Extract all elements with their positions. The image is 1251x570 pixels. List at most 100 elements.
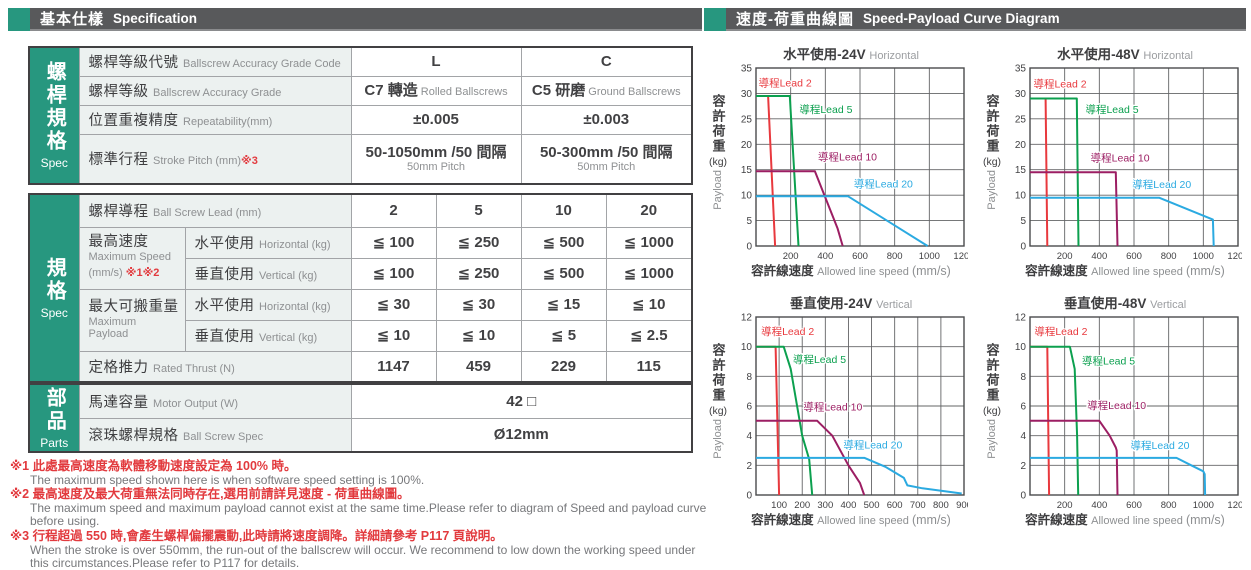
x-axis-caption-unit: (mm/s) [911, 513, 951, 527]
y-tick-label: 10 [1015, 342, 1027, 353]
row-label: 螺桿等級 Ballscrew Accuracy Grade [78, 75, 352, 106]
y-tick-label: 0 [1020, 242, 1026, 253]
row-label-cjk: 螺桿等級代號 [88, 55, 184, 72]
y-axis-unit: (kg) [708, 156, 728, 169]
value-cell: Ø12mm [350, 417, 693, 453]
row-label-cjk: 水平使用 [194, 298, 260, 314]
value-cell: ≦ 1000 [605, 226, 693, 259]
row-label-en: Vertical (kg) [259, 332, 318, 344]
value-main: ≦ 250 [457, 233, 500, 251]
value-main: ≦ 10 [461, 326, 496, 344]
group-parts-cjk: 部品 [43, 386, 66, 433]
value-cell: ≦ 100 [350, 257, 437, 290]
x-axis-caption-unit: (mm/s) [1185, 264, 1225, 278]
row-label-cjk: 垂直使用 [194, 267, 260, 283]
value-cell: ≦ 10 [350, 319, 437, 352]
table-row: 部品 Parts 馬達容量 Motor Output (W) 42 □ [28, 383, 693, 453]
x-tick-label: 100 [771, 500, 787, 511]
y-tick-label: 6 [1020, 402, 1026, 413]
row-label: 滾珠螺桿規格 Ball Screw Spec [78, 417, 352, 453]
series-label: 導程Lead 10 [1091, 152, 1150, 165]
series-label: 導程Lead 2 [759, 76, 812, 89]
row-label: 水平使用 Horizontal (kg) [184, 288, 352, 321]
chart-title-cjk: 水平使用-24V [783, 47, 870, 62]
y-axis-unit: (kg) [982, 156, 1002, 169]
series-label: 導程Lead 2 [1033, 77, 1086, 90]
x-axis-caption-en: Allowed line speed [1091, 515, 1186, 527]
value-main: Ø12mm [493, 426, 549, 444]
value-main: ±0.005 [413, 110, 459, 128]
value-sub: Ground Ballscrews [585, 85, 681, 98]
chart-horizontal-24v: 水平使用-24V Horizontal 容許荷重 (kg) Payload 200 400… [706, 46, 972, 281]
value-cell: C [520, 46, 693, 77]
row-label-cjk: 位置重複精度 [88, 113, 184, 129]
y-tick-label: 10 [1015, 191, 1027, 202]
value-cell: 50-300mm /50 間隔 50mm Pitch [520, 133, 693, 185]
value-cell: ≦ 250 [435, 257, 522, 290]
specification-title-cjk: 基本仕樣 [40, 11, 105, 28]
x-tick-label: 200 [794, 500, 810, 511]
y-tick-label: 0 [746, 242, 752, 253]
group-parts-content: 部品 Parts [30, 386, 78, 450]
x-axis-caption-en: Allowed line speed [817, 266, 912, 278]
x-axis-caption-en: Allowed line speed [817, 515, 912, 527]
parts-table-body: 部品 Parts 馬達容量 Motor Output (W) 42 □ 滾珠螺桿規格 B… [28, 383, 693, 453]
x-tick-label: 800 [933, 500, 949, 511]
table-row: 規格 Spec 螺桿導程 Ball Screw Lead (mm) 2 5 10 20 [28, 193, 693, 383]
x-axis-caption: 容許線速度 Allowed line speed (mm/s) [1004, 263, 1246, 281]
x-tick-label: 800 [887, 251, 903, 262]
table-row: 螺桿規格 Spec 螺桿等級代號 Ballscrew Accuracy Grade … [28, 46, 693, 185]
value-cell: ≦ 10 [605, 288, 693, 321]
value-cell: 10 [520, 193, 607, 228]
chart-vertical-48v: 垂直使用-48V Vertical 容許荷重 (kg) Payload 200 400 60… [980, 295, 1246, 530]
value-cell: 115 [605, 350, 693, 383]
value-main: ≦ 15 [546, 295, 581, 313]
chart-title-cjk: 水平使用-48V [1057, 47, 1144, 62]
series-label: 導程Lead 2 [761, 325, 814, 338]
table-row: 位置重複精度 Repeatability(mm) ±0.005 ±0.003 [29, 104, 693, 135]
y-tick-label: 2 [746, 461, 752, 472]
y-tick-label: 20 [1015, 140, 1027, 151]
series-label: 導程Lead 10 [1087, 399, 1146, 412]
value-main: C [600, 53, 612, 71]
chart-title-cjk: 垂直使用-48V [1063, 296, 1151, 311]
table-row: 標準行程 Stroke Pitch (mm)※3 50-1050mm /50 間隔… [29, 133, 693, 185]
value-cell: ≦ 100 [350, 226, 437, 259]
y-tick-label: 5 [746, 216, 752, 227]
group-spec: 規格 Spec [28, 193, 80, 383]
row-label: 螺桿導程 Ball Screw Lead (mm) [78, 193, 352, 228]
series-label: 導程Lead 5 [799, 103, 852, 116]
group-spec-en: Spec [40, 305, 68, 320]
value-main: ≦ 500 [542, 264, 585, 282]
chart-title-horizontal-24v: 水平使用-24V Horizontal [730, 46, 972, 63]
x-tick-label: 400 [841, 500, 857, 511]
curve-diagram-title-cjk: 速度-荷重曲線圖 [736, 11, 854, 28]
row-label-unit: (mm/s) [88, 267, 126, 280]
value-cell: C5 研磨 Ground Ballscrews [520, 75, 693, 106]
value-cell: 229 [520, 350, 607, 383]
series-label: 導程Lead 20 [1132, 178, 1191, 191]
series-label: 導程Lead 5 [793, 353, 846, 366]
row-label-note: ※3 [241, 155, 258, 168]
y-tick-label: 15 [1015, 165, 1027, 176]
y-tick-label: 35 [741, 64, 753, 75]
row-label-en: Vertical (kg) [259, 270, 318, 282]
x-tick-label: 600 [887, 500, 903, 511]
chart-title-cjk: 垂直使用-24V [789, 296, 877, 311]
y-tick-label: 30 [1015, 89, 1027, 100]
row-label: 位置重複精度 Repeatability(mm) [78, 104, 352, 135]
row-label: 最高速度 Maximum Speed (mm/s) ※1※2 [78, 226, 186, 290]
value-main: C7 轉造 Rolled Ballscrews [364, 81, 508, 99]
series-line-導程Lead-20 [1030, 456, 1207, 496]
y-axis-label-en: Payload [986, 419, 998, 459]
value-main: 50-300mm /50 間隔 [539, 144, 673, 162]
row-label: 垂直使用 Vertical (kg) [184, 319, 352, 352]
curve-diagram-header: 速度-荷重曲線圖 Speed-Payload Curve Diagram [704, 8, 1246, 31]
chart-title-en: Horizontal [1143, 50, 1193, 62]
specification-section: 基本仕樣 Specification 螺桿規格 Spec 螺桿等級代號 Ballsc… [8, 8, 706, 570]
series-line-導程Lead-10 [756, 170, 844, 247]
row-label-en: Horizontal (kg) [259, 301, 331, 313]
